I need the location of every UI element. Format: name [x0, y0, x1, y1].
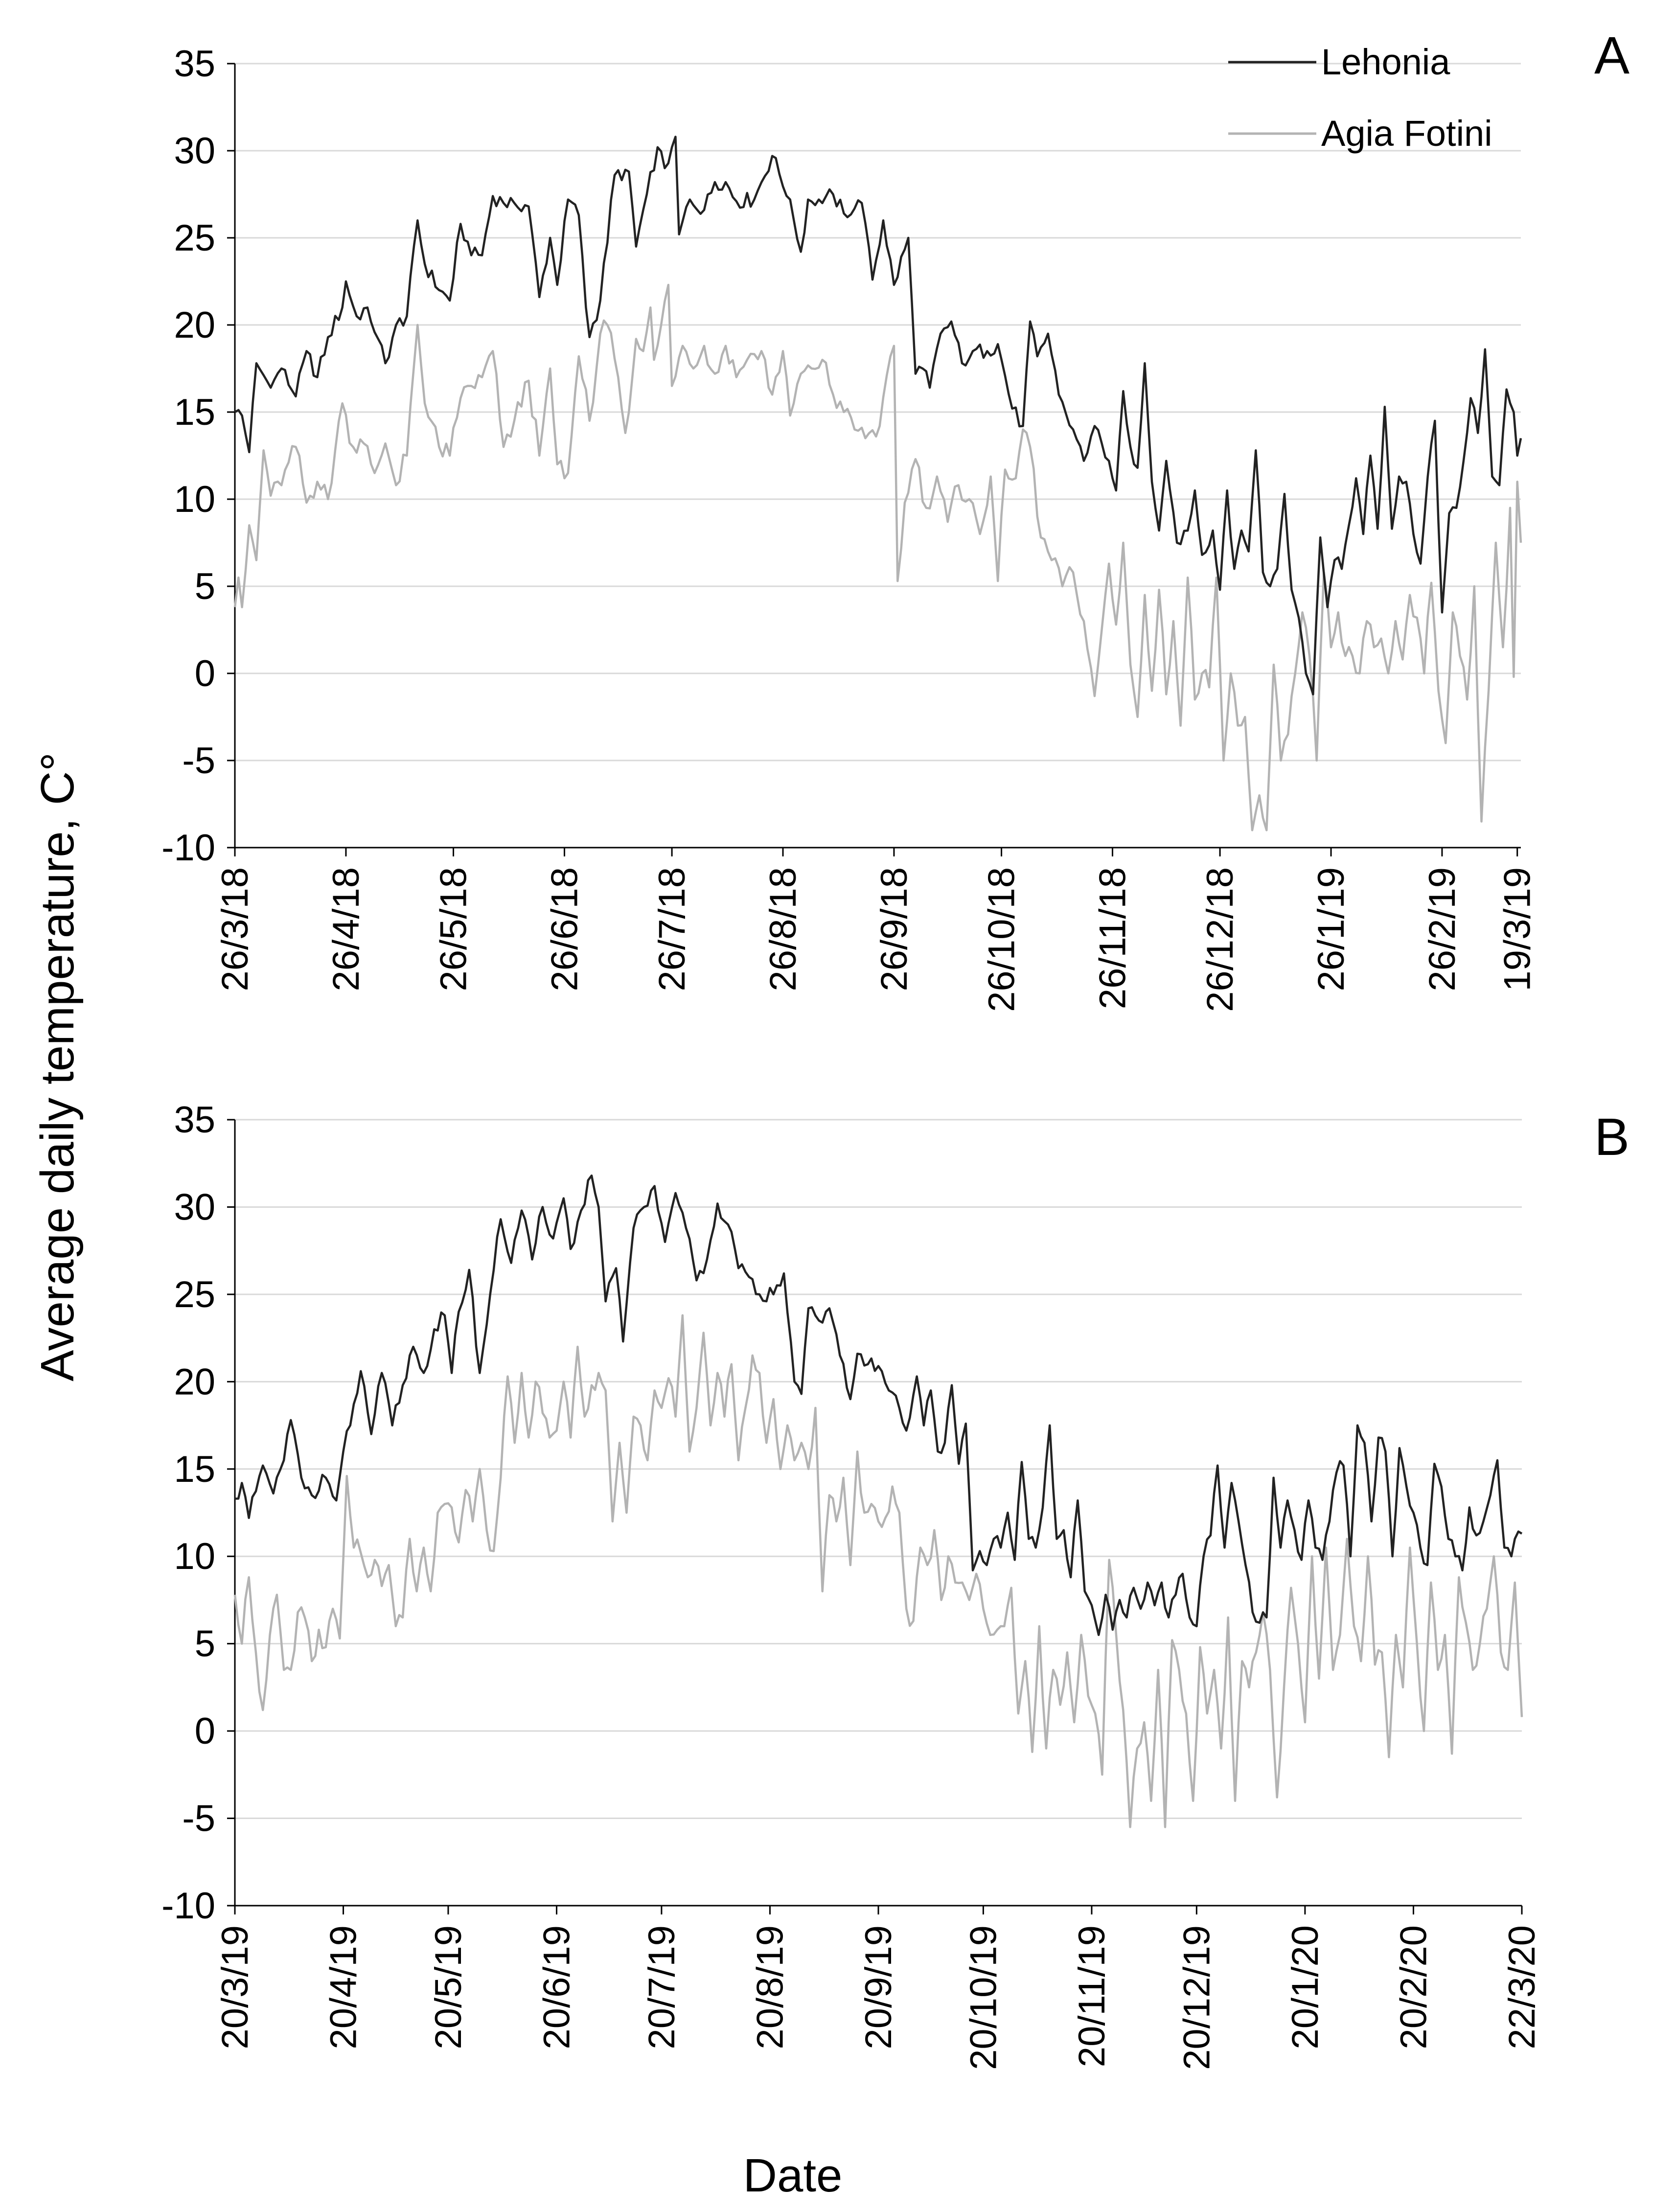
- x-tick-label: 26/4/18: [325, 867, 367, 991]
- x-tick-label: 26/9/18: [873, 867, 915, 991]
- y-tick-label: 20: [174, 1361, 215, 1403]
- y-tick-label: 5: [195, 1623, 215, 1665]
- y-tick-label: -5: [182, 740, 215, 782]
- y-tick-label: 15: [174, 392, 215, 433]
- y-tick-label: 0: [195, 653, 215, 694]
- y-tick-label: 35: [174, 1099, 215, 1141]
- panel-a-series: [233, 136, 1522, 831]
- y-tick-label: 5: [195, 566, 215, 607]
- y-tick-label: 25: [174, 217, 215, 259]
- legend-label-agia-fotini: Agia Fotini: [1321, 113, 1492, 154]
- y-tick-label: -5: [182, 1798, 215, 1840]
- panel-a-chart: -10 -5 0 5 10 15 20 25 30 35 26/3/18 26/4/18 26/5/1…: [161, 25, 1629, 1012]
- x-tick-label: 26/7/18: [651, 867, 693, 991]
- panel-b-chart: -10 -5 0 5 10 15 20 25 30 35 20/3/19 20/4/19 20/5/1…: [161, 1099, 1629, 2070]
- y-tick-label: 35: [174, 43, 215, 85]
- x-tick-label: 20/4/19: [323, 1925, 365, 2050]
- panel-a-letter: A: [1594, 25, 1629, 85]
- x-tick-label: 20/10/19: [963, 1925, 1004, 2070]
- y-tick-label: 30: [174, 1186, 215, 1228]
- y-tick-label: 15: [174, 1449, 215, 1490]
- x-tick-label: 26/6/18: [544, 867, 585, 991]
- panel-a-gridlines: [235, 63, 1521, 761]
- series-line-agia-fotini: [233, 283, 1522, 831]
- legend: Lehonia Agia Fotini: [1228, 42, 1492, 154]
- x-tick-label: 20/3/19: [214, 1925, 256, 2050]
- x-tick-label: 20/5/19: [428, 1925, 469, 2050]
- x-tick-label: 20/11/19: [1071, 1925, 1113, 2067]
- y-tick-label: 10: [174, 479, 215, 520]
- panel-b-series: [233, 1174, 1523, 1828]
- panel-a-axes: [227, 63, 1521, 856]
- x-tick-label: 20/2/20: [1393, 1925, 1434, 2050]
- x-tick-label: 20/12/19: [1176, 1925, 1217, 2070]
- y-tick-label: 25: [174, 1274, 215, 1315]
- y-tick-label: 30: [174, 130, 215, 172]
- x-axis-title: Date: [743, 2149, 843, 2202]
- y-axis-title: Average daily temperature, C°: [31, 752, 84, 1381]
- panel-a-x-tick-labels: 26/3/18 26/4/18 26/5/18 26/6/18 26/7/18 26/8/…: [214, 867, 1538, 1012]
- panel-a-y-tick-labels: -10 -5 0 5 10 15 20 25 30 35: [161, 43, 215, 869]
- y-tick-label: 0: [195, 1710, 215, 1752]
- x-tick-label: 26/5/18: [433, 867, 475, 991]
- panel-b-axes: [227, 1119, 1523, 1914]
- x-tick-label: 26/3/18: [214, 867, 256, 991]
- series-line-lehonia: [234, 136, 1522, 695]
- x-tick-label: 26/8/18: [762, 867, 804, 991]
- y-tick-label: 20: [174, 304, 215, 346]
- x-tick-label: 26/11/18: [1092, 867, 1133, 1009]
- series-line-agia-fotini: [233, 1314, 1523, 1828]
- x-tick-label: 19/3/19: [1497, 867, 1538, 991]
- x-tick-label: 20/1/20: [1285, 1925, 1326, 2050]
- x-tick-label: 20/7/19: [641, 1925, 683, 2050]
- panel-b-x-tick-labels: 20/3/19 20/4/19 20/5/19 20/6/19 20/7/19 20/8/…: [214, 1925, 1543, 2070]
- y-tick-label: -10: [161, 1885, 215, 1927]
- x-tick-label: 26/12/18: [1199, 867, 1241, 1012]
- x-tick-label: 20/9/19: [858, 1925, 899, 2050]
- panel-b-letter: B: [1594, 1107, 1629, 1166]
- x-tick-label: 22/3/20: [1501, 1925, 1543, 2050]
- x-tick-label: 20/8/19: [749, 1925, 791, 2050]
- y-tick-label: -10: [161, 827, 215, 869]
- panel-b-y-tick-labels: -10 -5 0 5 10 15 20 25 30 35: [161, 1099, 215, 1927]
- series-line-lehonia: [234, 1174, 1523, 1636]
- x-tick-label: 20/6/19: [536, 1925, 578, 2050]
- y-tick-label: 10: [174, 1536, 215, 1577]
- x-tick-label: 26/1/19: [1310, 867, 1352, 991]
- x-tick-label: 26/10/18: [981, 867, 1023, 1012]
- legend-label-lehonia: Lehonia: [1321, 42, 1450, 82]
- x-tick-label: 26/2/19: [1422, 867, 1463, 991]
